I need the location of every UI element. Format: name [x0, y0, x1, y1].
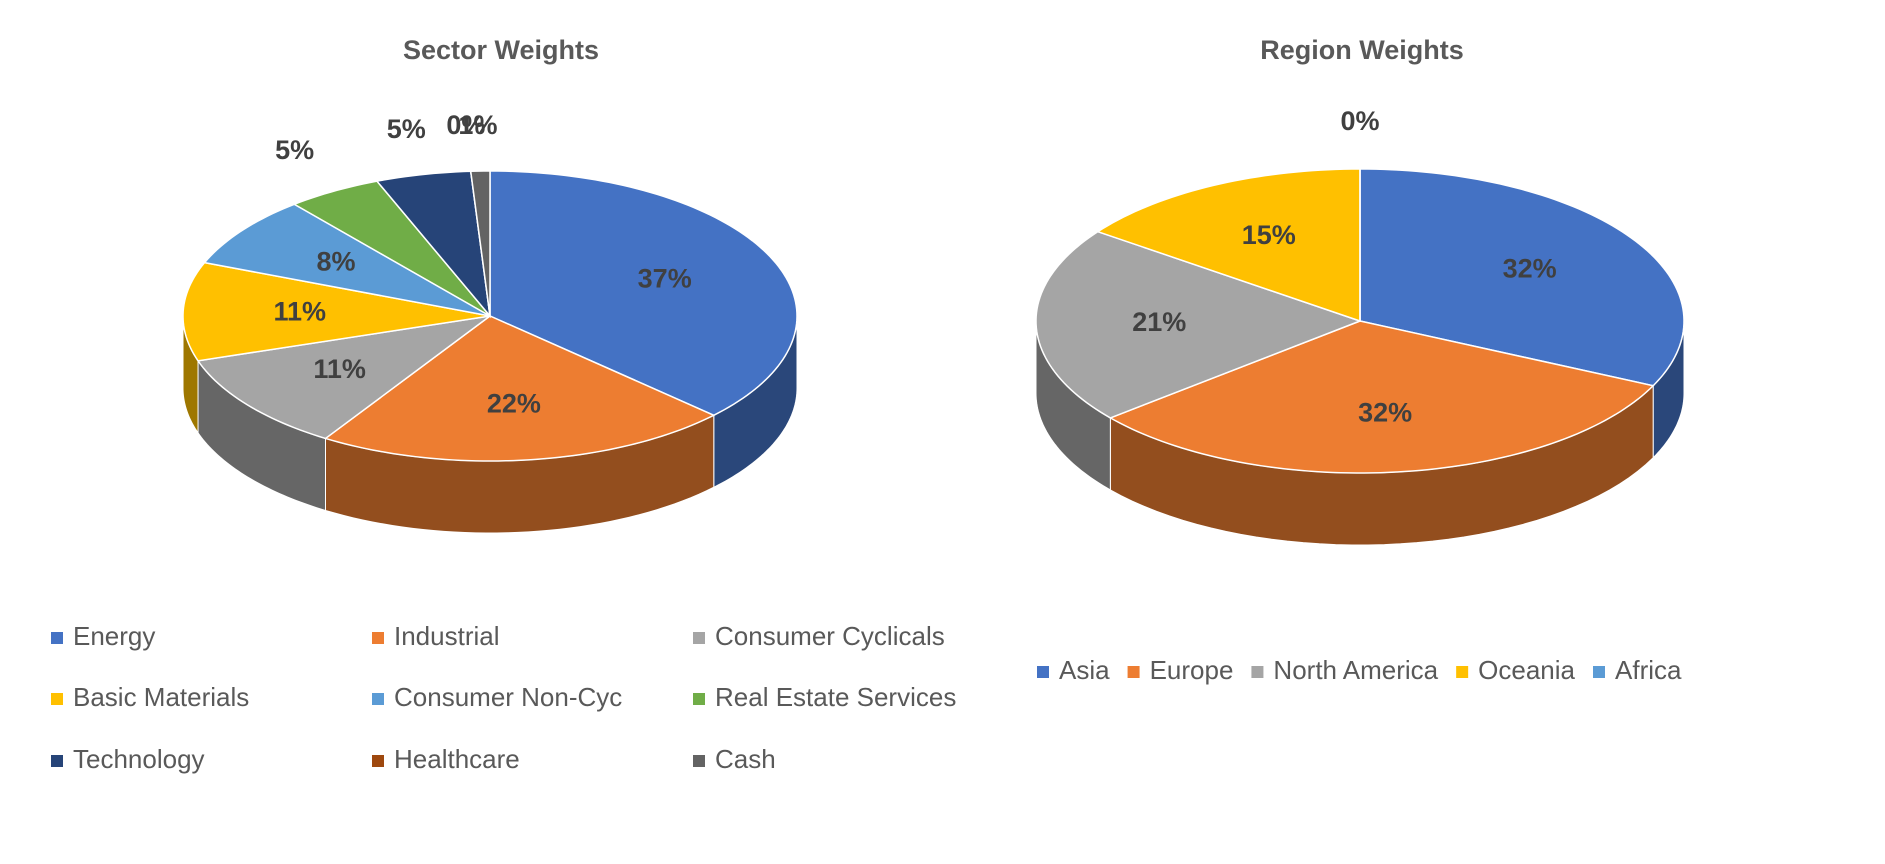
pie-slice [196, 315, 491, 440]
legend-label: Real Estate Services [715, 682, 956, 712]
legend-label: North America [1273, 655, 1438, 685]
data-label: 5% [275, 135, 314, 165]
data-label: 32% [1358, 398, 1412, 428]
data-label: 0% [446, 110, 485, 140]
data-label: 37% [638, 263, 692, 293]
pie-slice [323, 315, 716, 462]
pie-slice [1359, 168, 1685, 387]
pie-slice [469, 170, 491, 317]
data-label: 32% [1503, 254, 1557, 284]
legend-swatch [693, 693, 705, 705]
legend-label: Industrial [394, 621, 500, 651]
data-label: 21% [1132, 307, 1186, 337]
pie-slice [1035, 230, 1363, 419]
data-label: 1% [458, 110, 497, 140]
legend-label: Consumer Non-Cyc [394, 682, 622, 712]
legend-swatch [1593, 666, 1605, 678]
pie-slice [1108, 320, 1655, 474]
legend-label: Technology [73, 744, 205, 774]
legend-swatch [693, 632, 705, 644]
pie-slice [182, 261, 491, 362]
legend-swatch [1037, 666, 1049, 678]
legend-swatch [372, 693, 384, 705]
data-label: 15% [1242, 220, 1296, 250]
legend-swatch [372, 755, 384, 767]
legend-swatch [51, 755, 63, 767]
legend-label: Energy [73, 621, 155, 651]
chart-title: Region Weights [1260, 35, 1464, 65]
legend-label: Consumer Cyclicals [715, 621, 945, 651]
legend-swatch [1251, 666, 1264, 678]
legend-swatch [372, 632, 384, 644]
data-label: 5% [387, 114, 426, 144]
legend-swatch [51, 632, 63, 644]
legend-label: Oceania [1478, 655, 1575, 685]
legend-swatch [51, 693, 63, 705]
pie-slice [1096, 168, 1361, 323]
legend-label: Europe [1150, 655, 1234, 685]
pie-slice [292, 180, 491, 317]
data-label: 11% [273, 296, 326, 326]
data-label: 0% [1340, 106, 1379, 136]
legend-swatch [1456, 666, 1469, 678]
chart-title: Sector Weights [403, 35, 599, 65]
pie-slice [375, 170, 492, 319]
legend-swatch [1127, 666, 1140, 678]
data-label: 22% [487, 388, 541, 418]
legend-swatch [693, 755, 705, 767]
data-label: 8% [316, 246, 355, 276]
legend-label: Africa [1615, 655, 1682, 685]
legend-label: Healthcare [394, 744, 520, 774]
pie-slice [203, 203, 491, 317]
pie-slice [489, 170, 798, 417]
legend-label: Cash [715, 744, 776, 774]
legend-label: Asia [1059, 655, 1110, 685]
data-label: 11% [313, 354, 366, 384]
legend-label: Basic Materials [73, 682, 249, 712]
